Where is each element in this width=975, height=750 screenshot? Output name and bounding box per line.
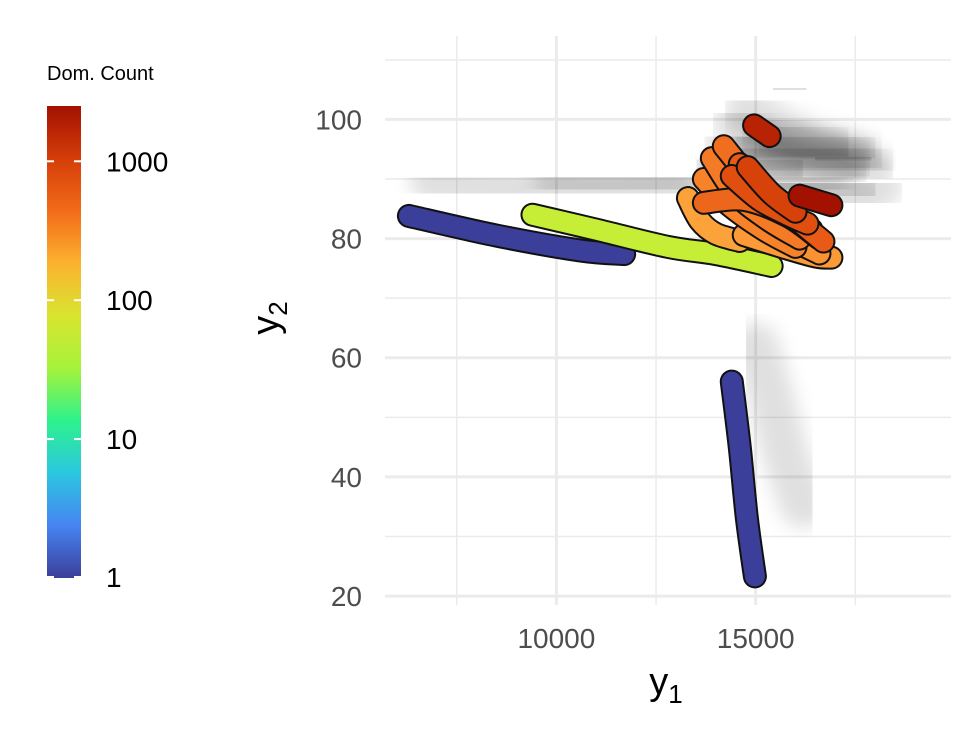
color-legend: Dom. Count 1 10 100 1000 xyxy=(47,63,168,593)
legend-breaks: 1 10 100 1000 xyxy=(47,146,168,593)
series-shadow xyxy=(732,322,826,528)
y-axis-ticks: 20 40 60 80 100 xyxy=(315,104,362,612)
y-axis-title: y2 xyxy=(245,301,293,334)
series-line xyxy=(677,188,750,251)
y-tick-label: 80 xyxy=(331,224,362,255)
legend-break-label: 100 xyxy=(106,285,153,316)
series-line xyxy=(737,157,806,222)
series-shadow xyxy=(755,65,825,113)
y-tick-label: 20 xyxy=(331,581,362,612)
series-line xyxy=(789,185,842,216)
y-tick-label: 40 xyxy=(331,462,362,493)
y-tick-label: 60 xyxy=(331,343,362,374)
series-layer xyxy=(396,113,844,589)
series-line xyxy=(398,205,635,265)
series-line xyxy=(721,371,765,587)
legend-break-label: 10 xyxy=(106,424,137,455)
x-axis-title: y1 xyxy=(649,661,682,709)
x-tick-label: 15000 xyxy=(717,623,795,654)
legend-break-label: 1000 xyxy=(106,146,168,177)
legend-colorbar xyxy=(47,106,81,578)
series-line xyxy=(522,204,782,276)
x-tick-label: 10000 xyxy=(517,623,595,654)
series-line xyxy=(744,115,780,147)
y-tick-label: 100 xyxy=(315,104,362,135)
series-shadow xyxy=(800,134,887,183)
legend-break-label: 1 xyxy=(106,562,122,593)
plot-grid xyxy=(385,36,951,605)
legend-title: Dom. Count xyxy=(47,63,154,85)
x-axis-ticks: 10000 15000 xyxy=(517,623,794,654)
